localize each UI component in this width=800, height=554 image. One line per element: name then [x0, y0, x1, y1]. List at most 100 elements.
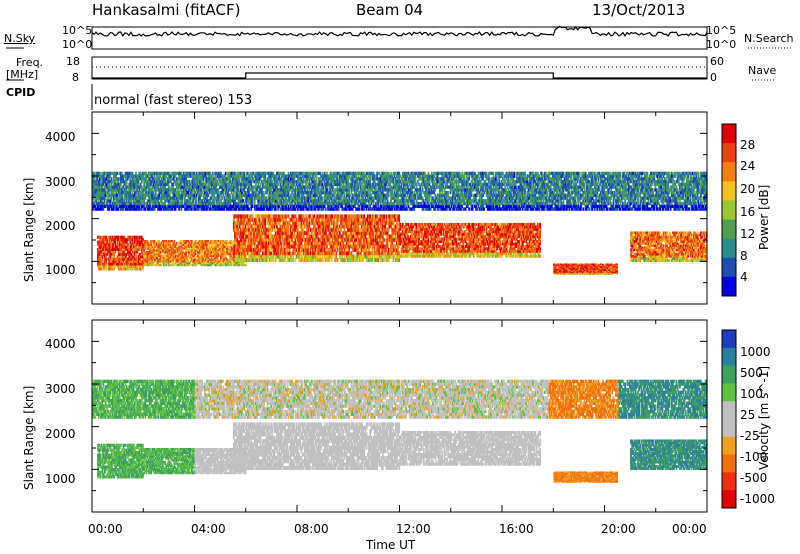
power-cell: [143, 254, 146, 258]
power-cell: [257, 227, 260, 232]
power-cell: [505, 227, 508, 231]
power-cell: [193, 247, 196, 250]
power-cell: [385, 221, 388, 226]
power-cell: [99, 235, 102, 239]
power-cell: [159, 260, 162, 263]
power-cell: [271, 224, 274, 229]
power-cell: [347, 241, 349, 246]
power-cell: [193, 243, 196, 247]
power-cell: [239, 257, 242, 262]
power-cell: [238, 214, 241, 219]
power-cell: [151, 252, 154, 256]
power-cell: [189, 252, 192, 256]
power-cell: [260, 227, 263, 232]
power-cell: [286, 254, 289, 259]
power-cell: [160, 258, 163, 261]
power-cell: [297, 231, 299, 236]
power-cell: [201, 258, 204, 261]
power-cell: [444, 235, 447, 239]
power-cell: [201, 263, 204, 267]
power-cell: [149, 258, 151, 261]
power-cell: [277, 227, 279, 232]
power-cell: [391, 221, 394, 226]
power-cell: [149, 254, 151, 258]
power-cell: [213, 258, 215, 261]
power-cell: [305, 247, 307, 252]
power-cell: [461, 247, 463, 251]
power-cell: [484, 249, 487, 253]
power-cell: [356, 227, 359, 232]
power-cell: [314, 247, 317, 252]
power-cell: [165, 250, 168, 254]
power-cell: [120, 252, 122, 256]
power-cell: [228, 250, 231, 254]
power-cell: [312, 254, 314, 259]
power-cell: [472, 244, 475, 248]
power-cell: [315, 251, 318, 256]
power-cell: [256, 251, 258, 256]
power-cell: [449, 225, 452, 229]
power-cell: [116, 262, 119, 266]
power-cell: [444, 247, 447, 251]
power-cell: [201, 240, 204, 243]
power-cell: [446, 237, 448, 241]
power-cell: [293, 227, 296, 232]
power-cell: [492, 237, 495, 241]
power-cell: [122, 260, 125, 264]
power-cell: [357, 221, 360, 226]
power-cell: [396, 254, 398, 259]
power-cell: [320, 244, 323, 249]
power-cell: [427, 242, 430, 246]
power-cell: [159, 249, 162, 252]
power-cell: [284, 254, 286, 259]
power-cell: [483, 254, 486, 258]
power-cell: [493, 252, 496, 256]
power-cell: [122, 235, 125, 239]
power-cell: [187, 261, 190, 265]
power-cell: [416, 237, 419, 241]
power-cell: [345, 214, 348, 219]
power-cell: [152, 249, 155, 252]
power-cell: [368, 214, 370, 219]
power-cell: [113, 264, 116, 269]
power-cell: [378, 237, 381, 242]
power-cell: [243, 254, 246, 258]
power-cell: [104, 267, 106, 271]
power-cell: [122, 245, 125, 249]
power-cell: [230, 245, 233, 248]
power-cell: [407, 230, 410, 234]
power-cell: [207, 249, 210, 252]
power-cell: [390, 237, 392, 242]
power-cell: [495, 254, 497, 258]
power-cell: [347, 254, 349, 259]
power-cell: [156, 263, 158, 267]
power-cell: [238, 224, 241, 229]
power-cell: [361, 221, 363, 226]
power-cell: [125, 243, 128, 247]
power-cell: [262, 217, 264, 222]
power-cell: [234, 263, 236, 267]
power-cell: [418, 237, 420, 241]
power-cell: [276, 251, 278, 256]
power-cell: [423, 230, 426, 234]
power-cell: [474, 235, 476, 239]
power-cell: [341, 247, 344, 252]
power-cell: [513, 244, 516, 248]
power-cell: [407, 235, 410, 239]
power-cell: [308, 251, 311, 256]
power-cell: [236, 244, 239, 249]
power-cell: [426, 242, 429, 246]
power-cell: [279, 221, 282, 226]
power-cell: [146, 260, 149, 263]
power-cell: [489, 240, 491, 244]
power-cell: [488, 247, 490, 251]
power-cell: [323, 224, 326, 229]
power-cell: [471, 230, 474, 234]
power-cell: [229, 261, 232, 265]
power-cell: [189, 254, 192, 258]
power-cell: [196, 254, 199, 258]
power-cell: [340, 244, 342, 249]
power-cell: [185, 261, 187, 265]
power-cell: [354, 227, 356, 232]
power-cell: [313, 254, 316, 259]
